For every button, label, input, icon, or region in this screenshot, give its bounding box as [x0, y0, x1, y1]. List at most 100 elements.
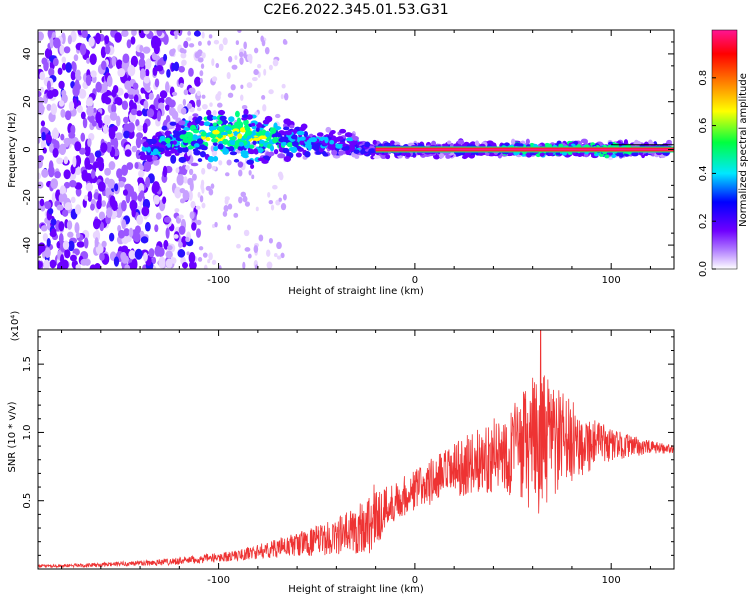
heatmap-noise-cell — [143, 75, 150, 84]
heatmap-band-cell — [201, 131, 207, 137]
heatmap-noise-cell — [138, 169, 145, 178]
heatmap-noise-cell — [154, 78, 160, 88]
heatmap-noise-cell — [58, 143, 67, 156]
heatmap-band-cell — [227, 129, 232, 135]
heatmap-band-cell — [277, 153, 286, 159]
heatmap-speckle-cell — [240, 94, 244, 101]
snr-series-line — [38, 330, 674, 569]
heatmap-noise-cell — [124, 183, 132, 191]
heatmap-speckle-cell — [268, 64, 273, 71]
heatmap-speckle-cell — [281, 83, 286, 89]
colorbar-tick-label: 0.6 — [698, 118, 709, 134]
heatmap-noise-cell — [163, 53, 168, 62]
top-panel: -100 0 100 -40 -20 0 20 40 Height of straight l… — [7, 29, 675, 297]
heatmap-band-cell — [291, 140, 299, 147]
heatmap-noise-cell — [64, 110, 72, 121]
heatmap-band-cell — [229, 151, 238, 156]
heatmap-speckle-cell — [276, 241, 282, 250]
heatmap-noise-cell — [69, 254, 77, 262]
heatmap-speckle-cell — [188, 168, 194, 176]
heatmap-noise-cell — [108, 127, 114, 135]
heatmap-band-cell — [230, 139, 236, 144]
heatmap-band-cell — [283, 118, 291, 125]
heatmap-noise-cell — [144, 85, 151, 92]
heatmap-noise-cell — [38, 136, 41, 144]
heatmap-speckle-cell — [207, 258, 211, 264]
heatmap-speckle-cell — [282, 193, 287, 201]
heatmap-speckle-cell — [237, 30, 242, 33]
heatmap-band-cell — [373, 155, 381, 159]
heatmap-noise-cell — [66, 220, 73, 230]
bottom-y-tick-label: 1.0 — [22, 424, 33, 440]
heatmap-speckle-cell — [214, 221, 218, 228]
heatmap-noise-cell — [106, 75, 113, 87]
heatmap-speckle-cell — [175, 167, 180, 174]
heatmap-speckle-cell — [211, 223, 216, 229]
heatmap-noise-cell — [168, 107, 177, 116]
heatmap-noise-cell — [41, 57, 48, 65]
heatmap-noise-cell — [151, 183, 158, 194]
heatmap-speckle-cell — [212, 109, 217, 116]
heatmap-noise-cell — [61, 62, 67, 71]
colorbar-tick-label: 0.2 — [698, 213, 709, 229]
heatmap-band-cell — [143, 141, 148, 148]
heatmap-noise-cell — [124, 264, 131, 269]
heatmap-speckle-cell — [253, 47, 259, 54]
heatmap-band-cell — [322, 152, 329, 157]
heatmap-band-cell — [328, 131, 334, 138]
top-ylabel: Frequency (Hz) — [7, 112, 18, 188]
top-axis-ticks: -100 0 100 -40 -20 0 20 40 — [22, 30, 674, 286]
heatmap-band-cell — [205, 136, 211, 142]
bottom-x-tick-label: -100 — [207, 575, 230, 586]
heatmap-noise-cell — [128, 249, 136, 260]
heatmap-band-cell — [311, 143, 318, 149]
heatmap-band-cell — [207, 155, 215, 163]
heatmap-noise-cell — [39, 86, 44, 93]
heatmap-band-cell — [228, 116, 235, 123]
heatmap-speckle-cell — [189, 87, 196, 95]
heatmap-noise-cell — [116, 168, 123, 179]
heatmap-noise-cell — [76, 241, 85, 248]
heatmap-noise-cell — [146, 108, 155, 118]
heatmap-band-cell — [233, 131, 238, 136]
heatmap-band-cell — [151, 155, 158, 161]
heatmap-band-cell — [354, 154, 360, 159]
heatmap-noise-cell — [88, 36, 95, 47]
heatmap-noise-cell — [170, 154, 177, 164]
heatmap-noise-cell — [166, 68, 171, 78]
heatmap-noise-cell — [114, 183, 119, 192]
heatmap-noise-cell — [86, 57, 91, 64]
heatmap-noise-cell — [50, 218, 57, 226]
heatmap-noise-cell — [40, 120, 46, 127]
heatmap-speckle-cell — [258, 234, 264, 242]
heatmap-noise-cell — [51, 192, 56, 203]
heatmap-noise-cell — [49, 259, 57, 269]
heatmap-speckle-cell — [185, 236, 190, 243]
heatmap-band-cell — [282, 147, 290, 154]
heatmap-noise-cell — [165, 81, 170, 93]
heatmap-band-cell — [299, 126, 306, 132]
heatmap-noise-cell — [139, 190, 145, 199]
heatmap-noise-cell — [41, 168, 49, 178]
heatmap-band-cell — [164, 137, 171, 144]
heatmap-speckle-cell — [267, 191, 271, 198]
heatmap-speckle-cell — [235, 40, 240, 45]
heatmap-band-cell — [345, 137, 354, 142]
heatmap-noise-cell — [78, 88, 87, 99]
heatmap-band-cell — [268, 151, 275, 157]
heatmap-band-cell — [241, 114, 248, 118]
heatmap-noise-cell — [117, 68, 126, 78]
heatmap-band-cell — [190, 162, 199, 167]
heatmap-speckle-cell — [195, 205, 201, 210]
heatmap-band-cell — [233, 158, 240, 163]
heatmap-noise-cell — [79, 43, 87, 56]
heatmap-noise-cell — [155, 212, 162, 220]
heatmap-band-cell — [181, 146, 189, 153]
heatmap-band-cell — [339, 128, 347, 134]
heatmap-band-cell — [303, 131, 309, 138]
heatmap-noise-cell — [162, 196, 167, 204]
heatmap-band-cell — [249, 144, 255, 149]
bottom-y-tick-label: 0.5 — [22, 493, 33, 509]
heatmap-noise-cell — [127, 88, 135, 95]
